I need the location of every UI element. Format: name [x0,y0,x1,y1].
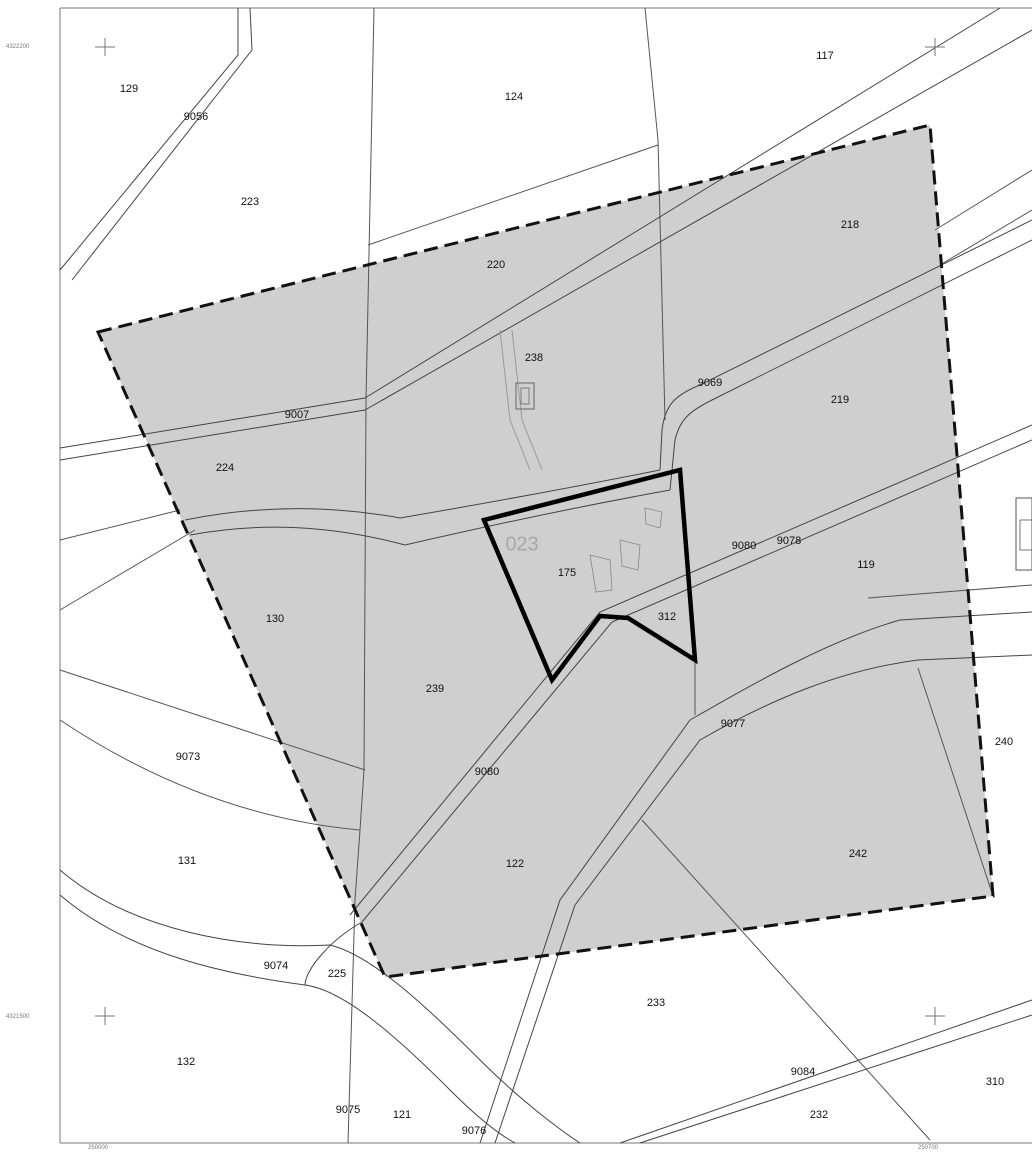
parcel-label: 232 [810,1109,828,1121]
parcel-label: 119 [857,559,875,571]
parcel-label: 223 [241,196,259,208]
parcel-label: 9069 [698,377,722,389]
zone-label: 023 [505,533,538,555]
parcel-label: 9073 [176,751,200,763]
parcel-label: 220 [487,259,505,271]
parcel-label: 131 [178,855,196,867]
buildings [515,382,1032,593]
parcel-label: 9077 [721,718,745,730]
coord-label-bottom-1: 250000 [88,1145,109,1151]
parcel-label: 129 [120,83,138,95]
parcel-label: 9076 [462,1125,486,1137]
parcel-label: 132 [177,1056,195,1068]
roads [59,7,1032,1144]
parcel-label: 238 [525,352,543,364]
grid-crosses [95,38,945,1025]
parcel-label: 224 [216,462,234,474]
study-area-outline [95,123,995,979]
parcel-label: 117 [816,50,834,62]
parcel-label: 218 [841,219,859,231]
coord-label-bottom-left: 4321500 [6,1014,30,1020]
parcel-label: 9056 [184,111,208,123]
parcel-label: 9078 [777,535,801,547]
parcel-label: 312 [658,611,676,623]
parcel-labels: 129 9056 124 117 223 220 218 238 9069 21… [120,50,1013,1137]
parcel-label: 9080 [475,766,499,778]
coord-label-bottom-2: 250700 [918,1145,939,1151]
parcel-label: 9074 [264,960,288,972]
parcel-label: 122 [506,858,524,870]
parcel-label: 233 [647,997,665,1009]
parcel-label: 239 [426,683,444,695]
parcel-label: 121 [393,1109,411,1121]
parcel-label: 9080 [732,540,756,552]
parcel-label: 219 [831,394,849,406]
parcel-label: 9084 [791,1066,815,1078]
parcel-label: 9007 [285,409,309,421]
study-area-fill [98,125,993,977]
parcel-label: 310 [986,1076,1004,1088]
parcel-label: 9075 [336,1104,360,1116]
parcel-label: 225 [328,968,346,980]
map-frame [59,7,1032,1144]
parcel-label: 240 [995,736,1013,748]
parcel-label: 130 [266,613,284,625]
parcel-label: 175 [558,567,576,579]
highlight-parcel-outline [480,467,698,685]
parcel-label: 124 [505,91,523,103]
coord-label-top-left: 4322200 [6,44,30,50]
parcel-label: 242 [849,848,867,860]
